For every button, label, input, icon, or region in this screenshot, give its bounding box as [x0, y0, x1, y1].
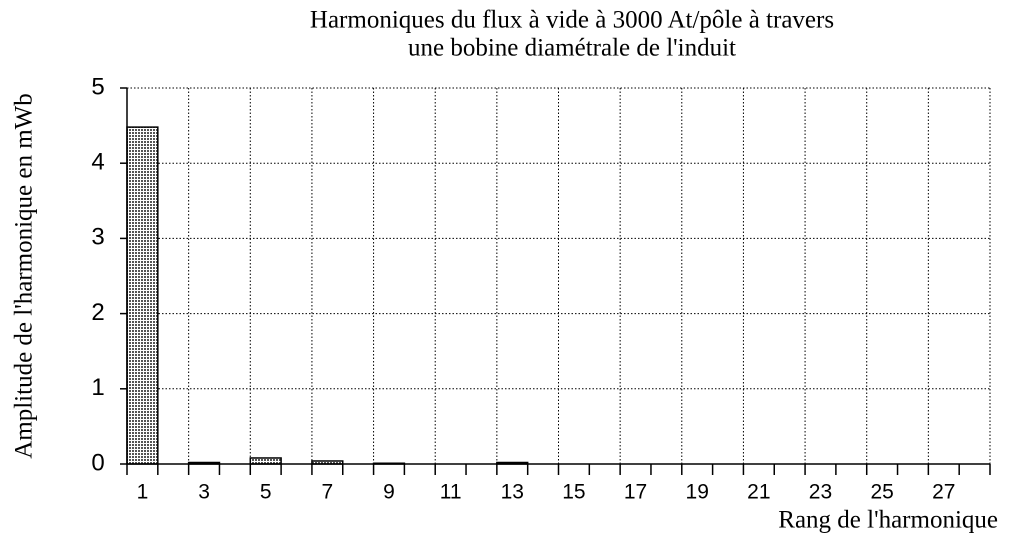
x-tick-label: 9 [383, 481, 395, 504]
x-tick-label: 17 [624, 481, 647, 504]
x-axis-label: Rang de l'harmonique [778, 507, 998, 534]
x-tick-label: 1 [137, 481, 149, 504]
y-tick-label: 2 [91, 299, 104, 326]
y-tick-label: 1 [91, 374, 104, 401]
y-tick-label: 0 [91, 449, 104, 476]
x-tick-label: 7 [321, 481, 333, 504]
x-tick-label: 5 [260, 481, 272, 504]
chart-title: Harmoniques du flux à vide à 3000 At/pôl… [310, 7, 834, 34]
x-tick-label: 23 [809, 481, 832, 504]
x-tick-label: 13 [501, 481, 524, 504]
x-tick-label: 3 [198, 481, 210, 504]
x-tick-label: 25 [870, 481, 893, 504]
y-tick-label: 3 [91, 224, 104, 251]
y-tick-label: 5 [91, 73, 104, 100]
bar [126, 126, 159, 465]
y-tick-label: 4 [91, 149, 104, 176]
x-tick-label: 21 [747, 481, 770, 504]
bar [249, 457, 282, 465]
x-tick-label: 15 [562, 481, 585, 504]
y-axis-label: Amplitude de l'harmonique en mWb [11, 93, 38, 459]
x-tick-label: 27 [932, 481, 955, 504]
chart-title: une bobine diamétrale de l'induit [408, 35, 736, 62]
x-tick-label: 11 [440, 481, 462, 504]
x-tick-label: 19 [686, 481, 709, 504]
